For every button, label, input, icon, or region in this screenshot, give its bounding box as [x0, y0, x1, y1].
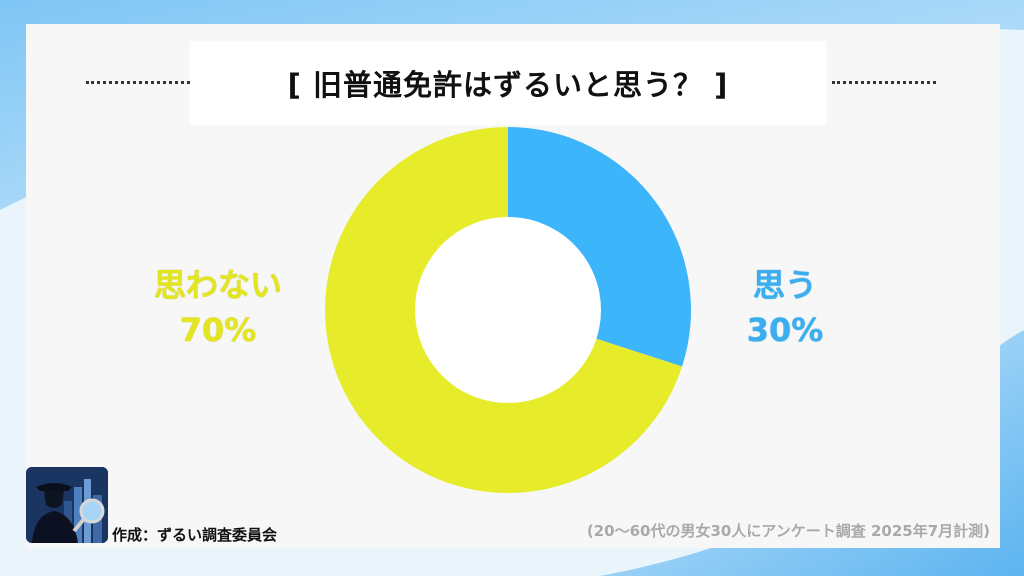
chart-title: [ 旧普通免許はずるいと思う？ ] [287, 68, 729, 102]
slice-name-no: 思わない [153, 266, 282, 304]
slice-percent-no: 70% [179, 311, 257, 349]
title-dots-left [86, 81, 190, 84]
slice-label-no: 思わない 70% [132, 264, 304, 354]
slice-name-yes: 思う [752, 266, 817, 304]
title-box: [ 旧普通免許はずるいと思う？ ] [190, 41, 826, 125]
donut-hole [415, 217, 601, 403]
detective-magnifier-icon [26, 467, 108, 543]
slice-label-yes: 思う 30% [730, 264, 840, 354]
title-dots-right [832, 81, 936, 84]
slice-percent-yes: 30% [746, 311, 824, 349]
source-note: (20～60代の男女30人にアンケート調査 2025年7月計測) [586, 522, 990, 540]
credit-text: 作成：ずるい調査委員会 [112, 526, 278, 544]
